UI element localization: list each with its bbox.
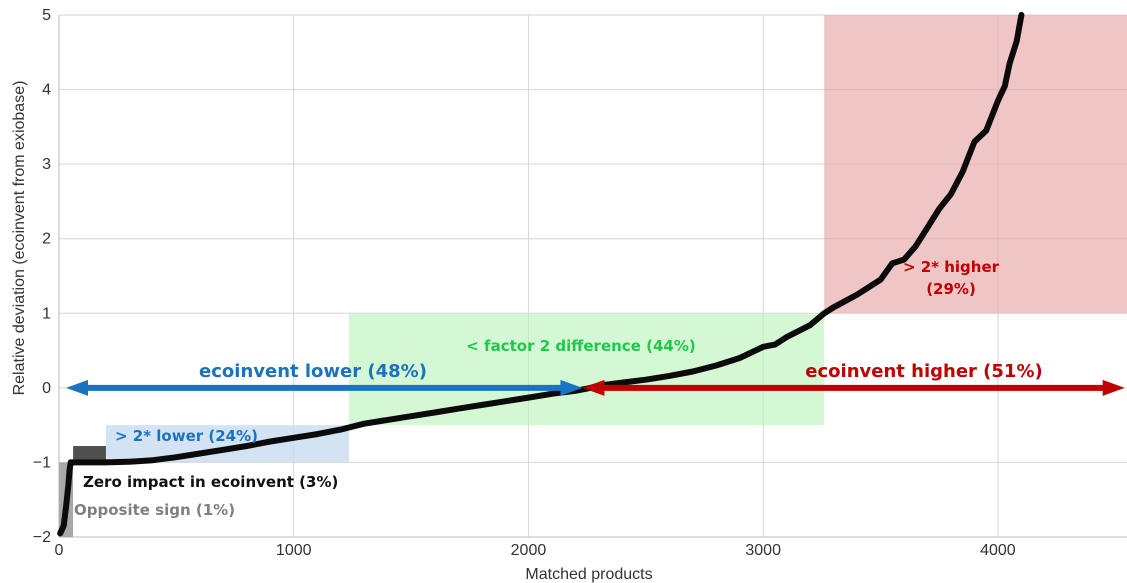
x-tick-label-1: 1000 — [276, 542, 312, 559]
x-tick-label-0: 0 — [55, 542, 64, 559]
y-tick-label-1: −1 — [33, 454, 51, 471]
y-tick-label-5: 3 — [42, 156, 51, 173]
region-label-lower: > 2* lower (24%) — [115, 427, 258, 445]
region-label-zero-impact: Zero impact in ecoinvent (3%) — [83, 473, 338, 491]
series-layer — [57, 12, 1025, 537]
region-factor2 — [348, 313, 825, 426]
arrow-label-higher: ecoinvent higher (51%) — [805, 361, 1042, 382]
arrows — [66, 379, 1125, 396]
arrow-higher-head-left — [582, 379, 605, 396]
arrow-label-lower: ecoinvent lower (48%) — [199, 361, 427, 382]
y-tick-label-0: −2 — [33, 529, 51, 546]
arrow-lower-head-left — [66, 379, 89, 396]
x-tick-label-4: 4000 — [980, 542, 1016, 559]
region-lower — [105, 425, 349, 463]
region-zero-impact — [73, 446, 106, 463]
x-tick-label-3: 3000 — [745, 542, 781, 559]
region-pct-higher: (29%) — [926, 280, 976, 298]
y-tick-label-3: 1 — [42, 305, 51, 322]
arrow-lower — [66, 379, 583, 396]
region-label-higher: > 2* higher — [903, 258, 1000, 276]
region-higher — [824, 15, 1127, 314]
region-label-opposite-sign: Opposite sign (1%) — [74, 501, 235, 519]
ticks: 0 1000 2000 3000 4000 −2 −1 0 1 2 3 4 5 — [33, 7, 1016, 559]
y-tick-label-7: 5 — [42, 7, 51, 24]
arrow-higher-head-right — [1102, 379, 1125, 396]
y-tick-label-2: 0 — [42, 380, 51, 397]
arrow-higher — [582, 379, 1125, 396]
arrow-lower-head-right — [560, 379, 583, 396]
x-tick-label-2: 2000 — [511, 542, 547, 559]
regions — [59, 15, 1127, 537]
y-axis-label: Relative deviation (ecoinvent from exiob… — [11, 81, 28, 396]
series-line — [57, 12, 1025, 537]
x-axis-label: Matched products — [525, 566, 652, 583]
y-tick-label-6: 4 — [42, 82, 51, 99]
y-tick-label-4: 2 — [42, 231, 51, 248]
region-label-factor2: < factor 2 difference (44%) — [466, 337, 695, 355]
